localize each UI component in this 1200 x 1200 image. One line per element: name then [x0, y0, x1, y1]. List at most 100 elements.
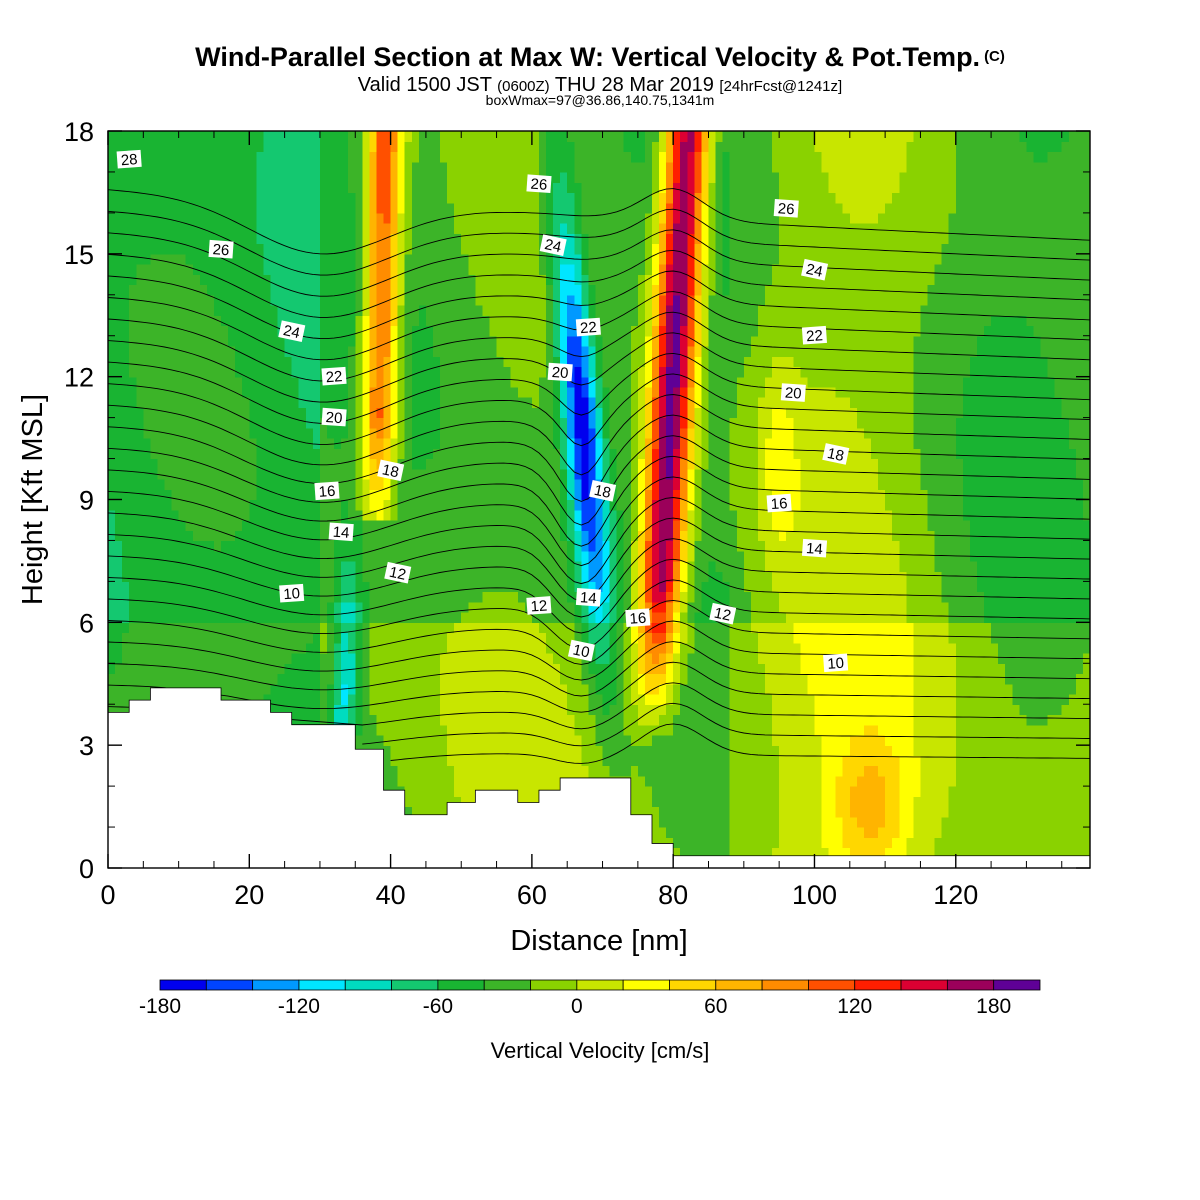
theta-label-text: 10	[827, 655, 845, 673]
colorbar-swatch	[298, 979, 346, 991]
theta-contour-line	[107, 394, 1091, 476]
theta-label-text: 14	[806, 540, 824, 558]
theta-label-text: 16	[770, 495, 788, 513]
theta-label-bg	[116, 149, 142, 169]
theta-label-bg	[780, 383, 806, 402]
theta-label-text: 20	[325, 409, 343, 427]
theta-label-bg	[801, 258, 829, 281]
theta-label: 28	[116, 149, 142, 169]
theta-label-bg	[377, 459, 405, 482]
box-wmax-info: boxWmax=97@36.86,140.75,1341m	[485, 92, 715, 108]
theta-label: 10	[279, 583, 305, 603]
theta-label: 16	[314, 481, 340, 501]
colorbar-tick-label: -60	[423, 995, 453, 1018]
y-tick-label: 6	[79, 608, 94, 638]
chart-subtitle: Valid 1500 JST (0600Z) THU 28 Mar 2019 […	[0, 74, 1200, 97]
theta-label-bg	[823, 653, 849, 673]
colorbar-swatch	[761, 979, 809, 991]
colorbar-swatch	[576, 979, 624, 991]
colorbar-swatch	[530, 979, 578, 991]
valid-date: THU 28 Mar 2019	[554, 74, 714, 96]
chart-title: Wind-Parallel Section at Max W: Vertical…	[0, 42, 1200, 73]
theta-label-bg	[321, 407, 347, 427]
colorbar-swatch	[808, 979, 856, 991]
theta-label-text: 24	[543, 236, 563, 256]
colorbar-swatch	[344, 979, 392, 991]
theta-label: 22	[575, 317, 601, 337]
theta-label-text: 16	[629, 610, 647, 628]
colorbar: -180 -120 -60 0 60 120 180	[139, 979, 1041, 1018]
theta-label-bg	[575, 317, 601, 337]
theta-label-bg	[208, 239, 234, 259]
colorbar-swatch	[715, 979, 763, 991]
theta-label-bg	[321, 366, 347, 386]
theta-contour-line	[107, 620, 1091, 681]
colorbar-swatch	[993, 979, 1041, 991]
theta-label-bg	[278, 320, 306, 342]
theta-label: 14	[801, 538, 828, 558]
theta-label: 22	[321, 366, 347, 386]
theta-label-bg	[801, 538, 828, 558]
x-tick-label: 60	[517, 880, 547, 910]
colorbar-title: Vertical Velocity [cm/s]	[490, 1038, 710, 1063]
theta-contour-line	[107, 373, 1091, 447]
theta-contour-line	[107, 476, 1091, 567]
x-tick-label: 100	[792, 880, 837, 910]
colorbar-tick-label: 120	[837, 995, 872, 1018]
colorbar-tick-label: 60	[704, 995, 727, 1018]
theta-label: 20	[547, 362, 573, 382]
theta-contour-line	[107, 352, 1091, 424]
y-tick-label: 3	[79, 731, 94, 761]
colorbar-swatch	[854, 979, 902, 991]
theta-contour-line	[107, 641, 1091, 697]
theta-label-text: 10	[571, 641, 591, 661]
colorbar-swatch	[483, 979, 531, 991]
colorbar-swatch	[391, 979, 439, 991]
theta-contour-line	[107, 311, 1091, 382]
theta-label-text: 24	[282, 322, 302, 342]
theta-label: 26	[208, 239, 234, 259]
theta-label-bg	[567, 639, 595, 662]
theta-contour-line	[390, 723, 1091, 764]
colorbar-swatch	[205, 979, 254, 991]
theta-label-text: 12	[530, 597, 548, 615]
y-axis-label: Height [Kft MSL]	[17, 394, 49, 605]
terrain-mask	[107, 687, 1091, 869]
theta-label: 16	[625, 608, 651, 628]
theta-label-text: 28	[120, 151, 138, 169]
theta-contour-line	[107, 332, 1091, 403]
theta-label-bg	[328, 522, 354, 542]
theta-label-text: 22	[325, 368, 343, 386]
theta-contour-line	[107, 249, 1091, 318]
theta-label-text: 18	[592, 482, 612, 502]
theta-contour-line	[107, 208, 1091, 276]
theta-contour-line	[107, 579, 1091, 650]
theta-label-text: 26	[212, 241, 230, 259]
theta-label-bg	[279, 583, 305, 603]
y-tick-label: 18	[64, 117, 94, 147]
theta-contour-line	[107, 270, 1091, 340]
theta-label-bg	[314, 481, 340, 501]
y-tick-label: 15	[64, 240, 94, 270]
theta-label-bg	[539, 234, 567, 256]
theta-label: 12	[384, 561, 412, 584]
y-tick-label: 12	[64, 363, 94, 393]
theta-label: 24	[539, 234, 567, 256]
theta-label-bg	[384, 561, 412, 584]
theta-label-bg	[766, 493, 792, 513]
theta-label: 10	[823, 653, 849, 673]
copyright-mark: (C)	[984, 48, 1005, 65]
theta-label: 12	[526, 596, 552, 616]
forecast-info: [24hrFcst@1241z]	[719, 78, 843, 95]
colorbar-swatch	[437, 979, 485, 991]
theta-contour-line	[107, 497, 1091, 585]
theta-label: 26	[526, 174, 552, 194]
x-tick-label: 40	[376, 880, 406, 910]
x-axis-label: Distance [nm]	[510, 925, 687, 957]
theta-label-bg	[709, 602, 737, 625]
theta-label-text: 14	[579, 589, 597, 607]
valid-time-pre: Valid 1500 JST	[357, 74, 492, 96]
theta-label-text: 14	[332, 524, 350, 542]
theta-label-bg	[625, 608, 651, 628]
